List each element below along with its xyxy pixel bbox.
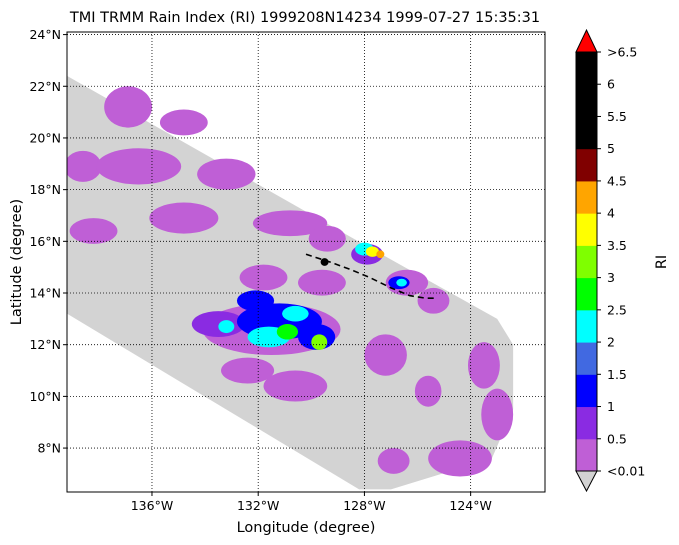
x-tick-label: 132°W — [237, 498, 279, 513]
rain-cell — [191, 311, 245, 337]
y-tick-label: 20°N — [29, 130, 61, 145]
rain-cell — [197, 158, 256, 190]
colorbar-segment — [576, 277, 597, 311]
colorbar-tick-label: 5.5 — [607, 109, 627, 124]
colorbar: <0.01 0.5 1 1.5 2 2.5 3 3.5 4 4.5 5 5.5 6 >6.5 — [575, 28, 645, 493]
colorbar-segment — [576, 342, 597, 375]
rain-cell — [282, 305, 309, 322]
y-tick-label: 8°N — [37, 441, 61, 456]
colorbar-segment — [576, 213, 597, 246]
colorbar-tick-label: 5 — [607, 141, 615, 156]
colorbar-segment — [576, 438, 597, 472]
rain-cell — [276, 324, 299, 340]
rain-cell — [96, 148, 182, 185]
rain-cell — [364, 334, 407, 376]
colorbar-tick-label: 1.5 — [607, 367, 627, 382]
colorbar-tick-label: 1 — [607, 399, 615, 414]
chart-title: TMI TRMM Rain Index (RI) 1999208N14234 1… — [69, 10, 540, 26]
colorbar-segment — [576, 374, 597, 408]
y-axis-label: Latitude (degree) — [9, 199, 25, 325]
rain-cell — [252, 210, 328, 237]
rain-cell — [467, 342, 500, 389]
rain-cell — [365, 246, 380, 257]
x-tick-label: 124°W — [449, 498, 491, 513]
rain-cell — [67, 150, 102, 182]
colorbar-over-extension — [575, 28, 598, 53]
rain-cell — [69, 218, 118, 244]
rain-cell — [149, 202, 219, 234]
colorbar-tick-label: 4 — [607, 206, 615, 221]
plot-frame — [66, 31, 546, 493]
rain-cell — [159, 109, 208, 136]
rain-cell — [298, 269, 346, 296]
colorbar-segment — [576, 84, 597, 117]
rain-cell — [414, 375, 442, 407]
rain-cell — [236, 290, 275, 312]
x-axis-ticks: 136°W 132°W 128°W 124°W — [131, 492, 492, 513]
colorbar-tick-label: 6 — [607, 77, 615, 92]
y-tick-label: 12°N — [29, 337, 61, 352]
colorbar-label: RI — [654, 255, 670, 269]
colorbar-segment — [576, 180, 597, 214]
colorbar-under-extension — [575, 470, 598, 493]
colorbar-tick-label: 2 — [607, 335, 615, 350]
colorbar-tick-label: 2.5 — [607, 302, 627, 317]
rain-cell — [481, 388, 514, 441]
y-tick-label: 18°N — [29, 182, 61, 197]
colorbar-segment — [576, 406, 597, 440]
rain-cell — [239, 264, 288, 291]
rain-cell — [320, 258, 329, 266]
x-tick-label: 136°W — [131, 498, 173, 513]
y-tick-label: 10°N — [29, 389, 61, 404]
colorbar-tick-label: >6.5 — [607, 45, 637, 60]
x-axis-label: Longitude (degree) — [237, 520, 376, 536]
y-tick-label: 14°N — [29, 286, 61, 301]
colorbar-tick-label: 3.5 — [607, 238, 627, 253]
colorbar-segment — [576, 148, 597, 182]
colorbar-segment — [576, 245, 597, 279]
rain-index-field — [67, 86, 514, 477]
y-tick-label: 22°N — [29, 79, 61, 94]
rain-cell — [428, 440, 492, 477]
satellite-swath — [67, 75, 514, 490]
rain-cell — [417, 287, 450, 314]
colorbar-tick-label: 3 — [607, 270, 615, 285]
colorbar-segment — [576, 116, 597, 150]
y-axis-ticks: 8°N 10°N 12°N 14°N 16°N 18°N 20°N 22°N 24°N — [29, 27, 67, 456]
colorbar-segment — [576, 52, 597, 85]
plot-area — [66, 31, 546, 493]
y-tick-label: 16°N — [29, 234, 61, 249]
colorbar-tick-label: 0.5 — [607, 431, 627, 446]
rain-cell — [376, 250, 385, 259]
colorbar-tick-label: <0.01 — [607, 464, 645, 479]
x-tick-label: 128°W — [343, 498, 385, 513]
rain-cell — [221, 357, 275, 384]
rain-cell — [308, 225, 346, 252]
y-tick-label: 24°N — [29, 27, 61, 42]
colorbar-segment — [576, 309, 597, 343]
rain-cell — [377, 448, 410, 474]
rain-cell — [311, 334, 328, 350]
storm-track-line — [305, 253, 437, 299]
rain-cell — [263, 370, 328, 402]
rain-cell — [218, 320, 235, 334]
colorbar-frame — [575, 51, 598, 472]
rain-cell — [104, 86, 152, 128]
colorbar-tick-label: 4.5 — [607, 173, 627, 188]
rain-cell — [396, 278, 407, 287]
